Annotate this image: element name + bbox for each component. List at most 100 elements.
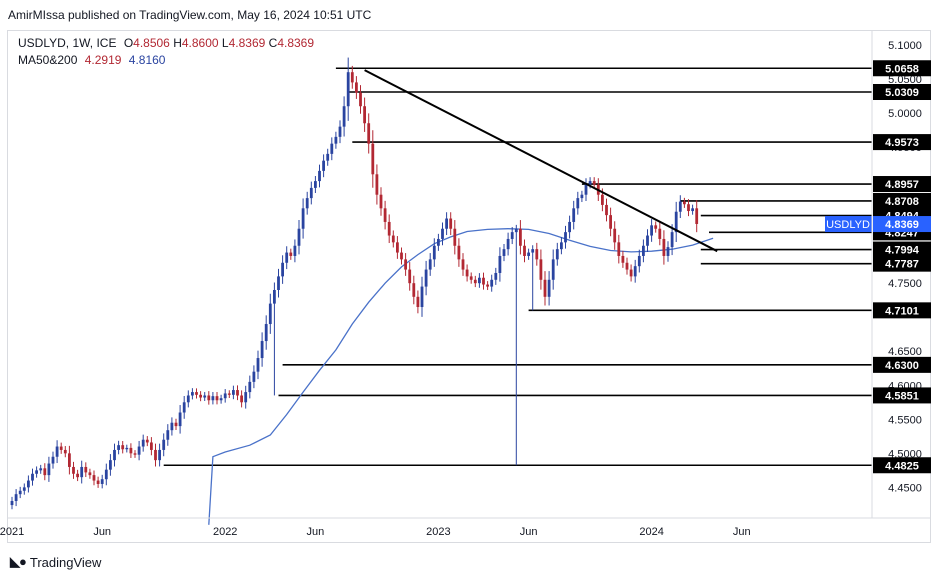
candle-body <box>68 453 71 467</box>
candle-body <box>51 456 55 464</box>
candle-body <box>293 245 297 256</box>
candle-body <box>318 170 321 182</box>
candle-body <box>186 395 190 403</box>
candle <box>465 264 469 282</box>
candle-body <box>236 390 239 396</box>
ma50-value: 4.2919 <box>84 53 122 67</box>
candle <box>129 443 133 458</box>
candle <box>576 191 580 215</box>
x-tick-label: 2021 <box>0 526 24 538</box>
candle <box>309 181 313 205</box>
level-badge <box>873 134 931 151</box>
candle <box>461 253 465 276</box>
candle <box>687 199 690 217</box>
candle-body <box>150 442 153 450</box>
candle-body <box>568 221 571 233</box>
candle <box>338 120 342 144</box>
current-price-badge <box>873 216 931 233</box>
candle-body <box>437 238 440 246</box>
candle <box>297 220 301 255</box>
candle <box>617 234 621 264</box>
candle-body <box>605 204 608 216</box>
candle <box>375 164 379 205</box>
candle-body <box>232 390 235 395</box>
candle <box>510 227 514 245</box>
candle-body <box>670 232 674 248</box>
candle <box>670 224 674 256</box>
level-badge <box>873 241 931 258</box>
candle-body <box>227 393 231 395</box>
candle <box>502 244 506 262</box>
candle-body <box>527 252 530 256</box>
candle-body <box>572 208 576 222</box>
candle-body <box>683 201 686 205</box>
chart-frame <box>7 30 931 543</box>
candle-body <box>678 201 682 212</box>
price-badges: 5.06585.03094.95734.89574.87084.84944.82… <box>825 60 931 474</box>
candle-body <box>199 394 202 398</box>
candle <box>211 392 215 405</box>
level-badge <box>873 356 931 373</box>
candle <box>252 365 256 389</box>
candle <box>199 391 202 402</box>
level-badge-label: 4.7101 <box>885 305 919 317</box>
x-tick-label: 2024 <box>639 526 663 538</box>
candle <box>432 238 436 267</box>
candle <box>605 198 608 222</box>
candle <box>121 441 125 454</box>
candle <box>47 456 51 482</box>
candle <box>490 274 494 292</box>
candlestick-series <box>10 57 699 510</box>
x-tick-label: Jun <box>307 526 325 538</box>
candle-body <box>420 286 424 308</box>
ma200-value: 4.8160 <box>128 53 166 67</box>
candle-body <box>72 466 75 474</box>
candle-body <box>80 466 84 478</box>
candle <box>342 96 346 137</box>
candle-body <box>617 242 621 256</box>
candle-body <box>543 279 547 297</box>
candle <box>387 214 391 244</box>
candle <box>646 229 649 253</box>
candle-body <box>170 422 174 431</box>
candle-body <box>145 439 149 443</box>
candle <box>215 392 219 405</box>
open-value: 4.8506 <box>133 36 170 50</box>
candle-body <box>494 272 498 280</box>
symbol-badge <box>825 216 872 233</box>
candle-body <box>469 276 473 280</box>
level-badge <box>873 255 931 272</box>
candle-body <box>519 228 522 246</box>
candle-body <box>314 181 317 188</box>
ohlc-legend: USDLYD, 1W, ICE O4.8506 H4.8600 L4.8369 … <box>18 36 314 50</box>
candle <box>191 388 194 400</box>
candle-body <box>334 136 338 144</box>
candle <box>285 246 289 270</box>
candle <box>273 282 276 396</box>
candle-body <box>27 480 30 488</box>
level-badge-label: 4.9573 <box>885 137 919 149</box>
candle-body <box>396 242 399 253</box>
y-tick-label: 4.7500 <box>888 278 922 290</box>
candle <box>531 245 535 311</box>
candle-body <box>625 262 629 270</box>
tradingview-logo[interactable]: ◣● TradingView <box>10 554 101 570</box>
close-value: 4.8369 <box>277 36 315 50</box>
candle <box>408 262 412 291</box>
candle-body <box>35 470 38 474</box>
candle-body <box>379 194 383 209</box>
tradingview-logo-text: TradingView <box>29 554 102 570</box>
candle <box>654 221 658 233</box>
candle <box>551 249 555 290</box>
candle <box>264 315 268 350</box>
candle-body <box>633 266 637 277</box>
candle-body <box>592 181 596 185</box>
candle <box>289 248 293 260</box>
candle <box>186 390 190 408</box>
high-label: H <box>173 36 182 50</box>
candle-body <box>457 245 461 260</box>
candle-body <box>609 215 612 229</box>
candle-body <box>367 123 371 144</box>
candle-body <box>551 259 555 280</box>
